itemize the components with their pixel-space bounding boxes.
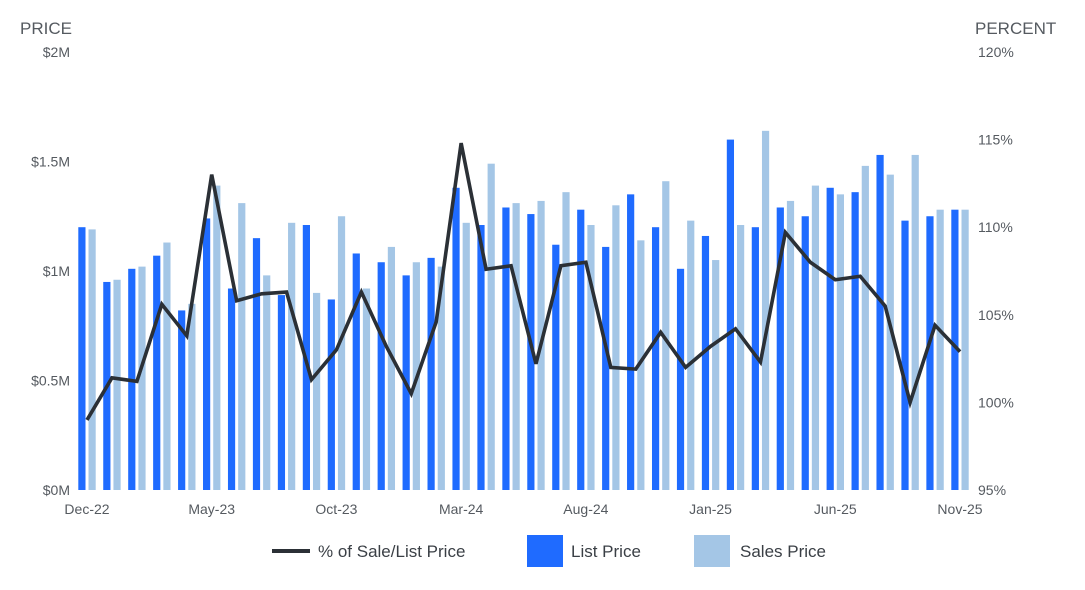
list-price-bar — [577, 209, 585, 490]
sales-price-bar — [811, 185, 820, 490]
right-axis-title: PERCENT — [975, 19, 1056, 38]
left-tick-label: $2M — [43, 44, 70, 60]
list-price-bar — [527, 214, 535, 490]
list-price-bar — [178, 310, 186, 490]
right-tick-label: 110% — [978, 219, 1013, 235]
list-price-bar — [776, 207, 784, 491]
legend-label: List Price — [571, 542, 641, 561]
sales-price-bar — [786, 200, 795, 491]
sales-price-bar — [662, 181, 670, 490]
sales-price-bar — [387, 246, 396, 490]
sales-price-bar — [512, 203, 520, 491]
x-tick-label: Aug-24 — [563, 501, 608, 517]
x-tick-label: Dec-22 — [64, 501, 109, 517]
list-price-bar — [951, 209, 959, 490]
x-tick-label: Jan-25 — [689, 501, 732, 517]
sales-price-bar — [238, 203, 246, 491]
left-tick-label: $0M — [43, 482, 70, 498]
list-price-bar — [502, 207, 510, 491]
sales-price-bar — [936, 209, 944, 490]
right-axis: 95% 100% 105% 110% 115% 120% — [978, 44, 1014, 498]
list-price-bar — [651, 227, 660, 490]
list-price-bar — [377, 262, 385, 490]
sales-price-bar — [113, 279, 121, 490]
sales-price-bar — [587, 225, 595, 490]
x-axis: Dec-22 May-23 Oct-23 Mar-24 Aug-24 Jan-25 Jun-… — [64, 501, 982, 517]
sales-price-bar — [362, 288, 371, 490]
list-price-bar — [602, 246, 610, 490]
sales-price-bar — [737, 225, 745, 490]
list-price-bar — [427, 257, 435, 490]
right-tick-label: 105% — [978, 307, 1014, 323]
list-price-bar — [277, 295, 286, 490]
sales-price-bar — [637, 240, 645, 490]
right-tick-label: 95% — [978, 482, 1006, 498]
list-price-bar — [352, 253, 360, 490]
line-series-group — [85, 142, 962, 421]
right-tick-label: 100% — [978, 394, 1014, 410]
list-price-bar — [627, 194, 635, 490]
sales-price-bar — [462, 222, 470, 490]
list-price-bar — [153, 255, 161, 490]
list-price-bar — [78, 227, 86, 490]
x-tick-label: Oct-23 — [315, 501, 357, 517]
list-price-bar — [751, 227, 759, 490]
list-price-bar — [901, 220, 909, 490]
list-price-bar — [676, 268, 685, 490]
list-price-bar — [826, 187, 834, 490]
sales-price-bar — [138, 266, 146, 490]
legend-label: Sales Price — [740, 542, 826, 561]
list-price-bar — [252, 238, 261, 490]
left-tick-label: $1M — [43, 263, 70, 279]
sales-price-bar — [88, 229, 96, 490]
sales-price-bar — [761, 130, 770, 490]
list-price-bar — [227, 288, 236, 490]
sales-price-bar — [961, 209, 969, 490]
sales-price-bar — [487, 163, 495, 490]
list-price-bar — [876, 154, 884, 490]
x-tick-label: May-23 — [188, 501, 235, 517]
sales-price-bar — [163, 242, 171, 490]
list-price-bar — [801, 216, 809, 490]
sales-price-bar — [337, 216, 346, 490]
legend-box-swatch — [694, 535, 730, 567]
sales-price-bar — [188, 303, 196, 490]
sales-price-bar — [562, 192, 570, 490]
sales-price-bar — [612, 205, 620, 491]
list-price-bar — [327, 299, 335, 490]
sales-price-bar — [437, 266, 445, 490]
legend: % of Sale/List Price List Price Sales Pric… — [272, 535, 826, 567]
sales-price-bar — [687, 220, 695, 490]
right-tick-label: 120% — [978, 44, 1014, 60]
list-price-bar — [477, 225, 485, 490]
sales-price-bar — [288, 222, 296, 490]
list-price-bar — [701, 235, 710, 490]
x-tick-label: Mar-24 — [439, 501, 484, 517]
sales-price-bar — [263, 275, 271, 490]
sales-price-bar — [213, 185, 221, 490]
legend-box-swatch — [527, 535, 563, 567]
left-tick-label: $1.5M — [31, 154, 70, 170]
legend-label: % of Sale/List Price — [318, 542, 465, 561]
left-axis-title: PRICE — [20, 19, 72, 38]
x-tick-label: Jun-25 — [814, 501, 857, 517]
sales-price-bar — [312, 292, 321, 490]
sales-price-bar — [861, 165, 869, 490]
right-tick-label: 115% — [978, 132, 1013, 148]
sales-price-bar — [712, 260, 720, 490]
x-tick-label: Nov-25 — [937, 501, 982, 517]
list-price-bar — [926, 216, 934, 490]
list-price-bar — [552, 244, 560, 490]
list-price-bar — [452, 187, 460, 490]
list-price-bar — [203, 218, 211, 490]
list-price-bar — [851, 192, 859, 490]
left-axis: $0M $0.5M $1M $1.5M $2M — [31, 44, 70, 498]
left-tick-label: $0.5M — [31, 373, 70, 389]
sale-list-percent-line — [85, 142, 962, 421]
sales-price-bar — [836, 194, 844, 490]
list-price-bar — [726, 139, 735, 490]
sales-price-bar — [911, 154, 919, 490]
